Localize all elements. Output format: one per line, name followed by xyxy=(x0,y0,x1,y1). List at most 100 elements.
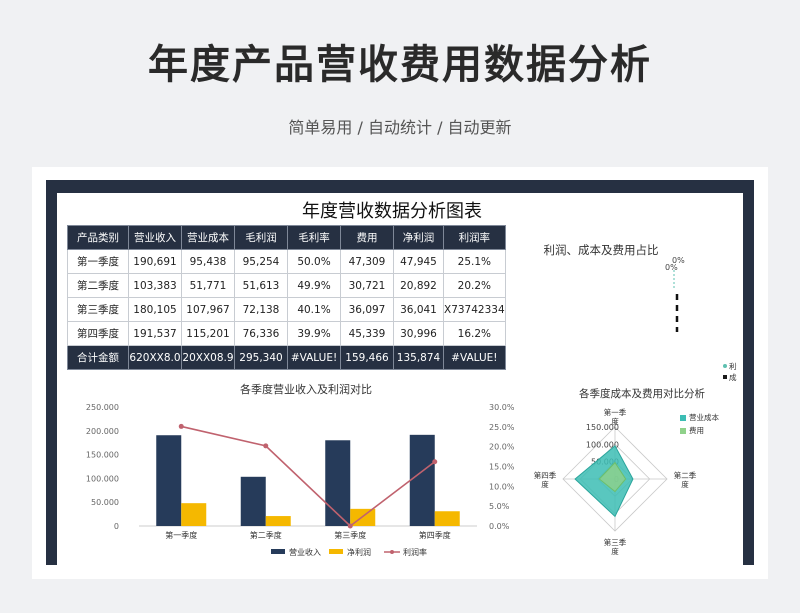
table-cell[interactable]: 40.1% xyxy=(287,297,341,322)
line-point xyxy=(347,523,353,529)
radar-axis-label-line1: 第四季 xyxy=(534,470,557,480)
table-cell[interactable]: 103,383 xyxy=(128,273,182,298)
pie-data-label: 0% xyxy=(665,263,678,272)
line-point xyxy=(178,423,184,429)
table-cell[interactable]: 47,309 xyxy=(340,249,394,274)
bar-net-profit xyxy=(265,516,291,526)
preview-card: 年度营收数据分析图表 产品类别 营业收入 营业成本 毛利润 毛利率 费用 净利润… xyxy=(32,167,768,579)
table-cell[interactable]: 30,996 xyxy=(393,321,444,346)
bar-revenue xyxy=(325,440,351,526)
table-cell[interactable]: 190,691 xyxy=(128,249,182,274)
y-tick-label: 200.000 xyxy=(86,427,119,436)
table-cell[interactable]: 135,874 xyxy=(393,345,444,370)
table-cell[interactable]: 第四季度 xyxy=(67,321,129,346)
table-cell[interactable]: 95,438 xyxy=(181,249,235,274)
chart-title: 利润、成本及费用占比 xyxy=(544,243,659,257)
table-cell[interactable]: 47,945 xyxy=(393,249,444,274)
radar-axis-label-line1: 第一季 xyxy=(604,407,627,417)
table-cell[interactable]: 25.1% xyxy=(443,249,506,274)
pie-chart: 利润、成本及费用占比 0% 0% 利润 成本及费用 xyxy=(544,243,738,381)
table-cell[interactable]: 191,537 xyxy=(128,321,182,346)
table-cell[interactable]: 39.9% xyxy=(287,321,341,346)
table-total-row: 合计金额 620XX8.0 20XX08.9 295,340 #VALUE! 1… xyxy=(67,345,506,370)
table-header-cell: 毛利润 xyxy=(234,225,288,250)
table-cell[interactable]: 20,892 xyxy=(393,273,444,298)
spreadsheet-content: 年度营收数据分析图表 产品类别 营业收入 营业成本 毛利润 毛利率 费用 净利润… xyxy=(57,193,743,565)
radar-axis-label-line2: 度 xyxy=(681,479,689,489)
table-header-cell: 净利润 xyxy=(393,225,444,250)
y2-tick-label: 25.0% xyxy=(489,423,515,432)
y-tick-label: 50.000 xyxy=(91,498,119,507)
legend-label: 净利润 xyxy=(347,547,371,557)
legend-swatch-marker xyxy=(390,550,394,554)
table-cell[interactable]: 107,967 xyxy=(181,297,235,322)
radar-axis-label-line1: 第二季 xyxy=(674,470,697,480)
bar-net-profit xyxy=(181,503,207,526)
table-cell[interactable]: X73742334 xyxy=(443,297,506,322)
table-cell[interactable]: 第一季度 xyxy=(67,249,129,274)
legend-swatch xyxy=(329,549,343,554)
bar-revenue xyxy=(240,476,266,526)
table-cell[interactable]: 20XX08.9 xyxy=(181,345,235,370)
x-tick-label: 第三季度 xyxy=(334,530,366,540)
x-tick-label: 第二季度 xyxy=(250,530,282,540)
table-cell[interactable]: 76,336 xyxy=(234,321,288,346)
table-header-cell: 费用 xyxy=(340,225,394,250)
table-cell[interactable]: #VALUE! xyxy=(287,345,341,370)
legend-swatch xyxy=(680,415,686,421)
table-cell[interactable]: 95,254 xyxy=(234,249,288,274)
page-subtitle: 简单易用 / 自动统计 / 自动更新 xyxy=(288,118,512,137)
sheet-title: 年度营收数据分析图表 xyxy=(302,201,482,222)
legend-swatch xyxy=(723,364,727,368)
table-header-cell: 利润率 xyxy=(443,225,506,250)
legend-label: 利润率 xyxy=(403,547,427,557)
table-cell[interactable]: 620XX8.0 xyxy=(128,345,182,370)
table-cell[interactable]: 159,466 xyxy=(340,345,394,370)
y2-tick-label: 15.0% xyxy=(489,463,515,472)
y2-tick-label: 5.0% xyxy=(489,502,510,511)
spreadsheet-frame: 年度营收数据分析图表 产品类别 营业收入 营业成本 毛利润 毛利率 费用 净利润… xyxy=(46,180,754,565)
legend-label: 利润 xyxy=(729,361,737,371)
bar-net-profit xyxy=(434,511,460,526)
y-tick-label: 150.000 xyxy=(86,451,119,460)
table-cell[interactable]: 20.2% xyxy=(443,273,506,298)
legend-label: 费用 xyxy=(689,425,704,435)
table-cell[interactable]: 51,613 xyxy=(234,273,288,298)
table-header-cell: 毛利率 xyxy=(287,225,341,250)
table-header-cell: 营业成本 xyxy=(181,225,235,250)
table-cell[interactable]: 50.0% xyxy=(287,249,341,274)
table-cell[interactable]: 36,097 xyxy=(340,297,394,322)
radar-axis-label-line2: 度 xyxy=(541,479,549,489)
table-cell[interactable]: 180,105 xyxy=(128,297,182,322)
page-title: 年度产品营收费用数据分析 xyxy=(148,42,652,88)
table-cell[interactable]: 51,771 xyxy=(181,273,235,298)
table-row: 第一季度 190,691 95,438 95,254 50.0% 47,309 … xyxy=(67,249,506,274)
table-cell[interactable]: 16.2% xyxy=(443,321,506,346)
chart-title: 各季度成本及费用对比分析 xyxy=(579,387,705,400)
bar-revenue xyxy=(156,435,182,526)
legend-label: 成本及费用 xyxy=(729,372,737,381)
table-cell[interactable]: 第三季度 xyxy=(67,297,129,322)
legend-swatch xyxy=(723,375,727,379)
y2-tick-label: 10.0% xyxy=(489,482,515,491)
y-tick-label: 100.000 xyxy=(86,474,119,483)
legend-label: 营业收入 xyxy=(289,547,321,557)
table-row: 第三季度 180,105 107,967 72,138 40.1% 36,097… xyxy=(67,297,506,322)
table-cell[interactable]: 30,721 xyxy=(340,273,394,298)
y2-tick-label: 0.0% xyxy=(489,522,510,531)
table-cell[interactable]: 72,138 xyxy=(234,297,288,322)
table-cell[interactable]: 合计金额 xyxy=(67,345,129,370)
data-table: 产品类别 营业收入 营业成本 毛利润 毛利率 费用 净利润 利润率 第一季度 1… xyxy=(67,225,506,370)
table-cell[interactable]: 49.9% xyxy=(287,273,341,298)
y-tick-label: 250.000 xyxy=(86,403,119,412)
table-cell[interactable]: #VALUE! xyxy=(443,345,506,370)
table-cell[interactable]: 295,340 xyxy=(234,345,288,370)
radar-axis-label-line2: 度 xyxy=(611,416,619,426)
pie-data-label: 0% xyxy=(672,256,685,265)
table-cell[interactable]: 36,041 xyxy=(393,297,444,322)
table-cell[interactable]: 45,339 xyxy=(340,321,394,346)
table-cell[interactable]: 115,201 xyxy=(181,321,235,346)
table-cell[interactable]: 第二季度 xyxy=(67,273,129,298)
radar-chart: 各季度成本及费用对比分析150.000100.00050.0000第一季度第二季… xyxy=(534,387,720,556)
chart-title: 各季度营业收入及利润对比 xyxy=(240,382,372,396)
